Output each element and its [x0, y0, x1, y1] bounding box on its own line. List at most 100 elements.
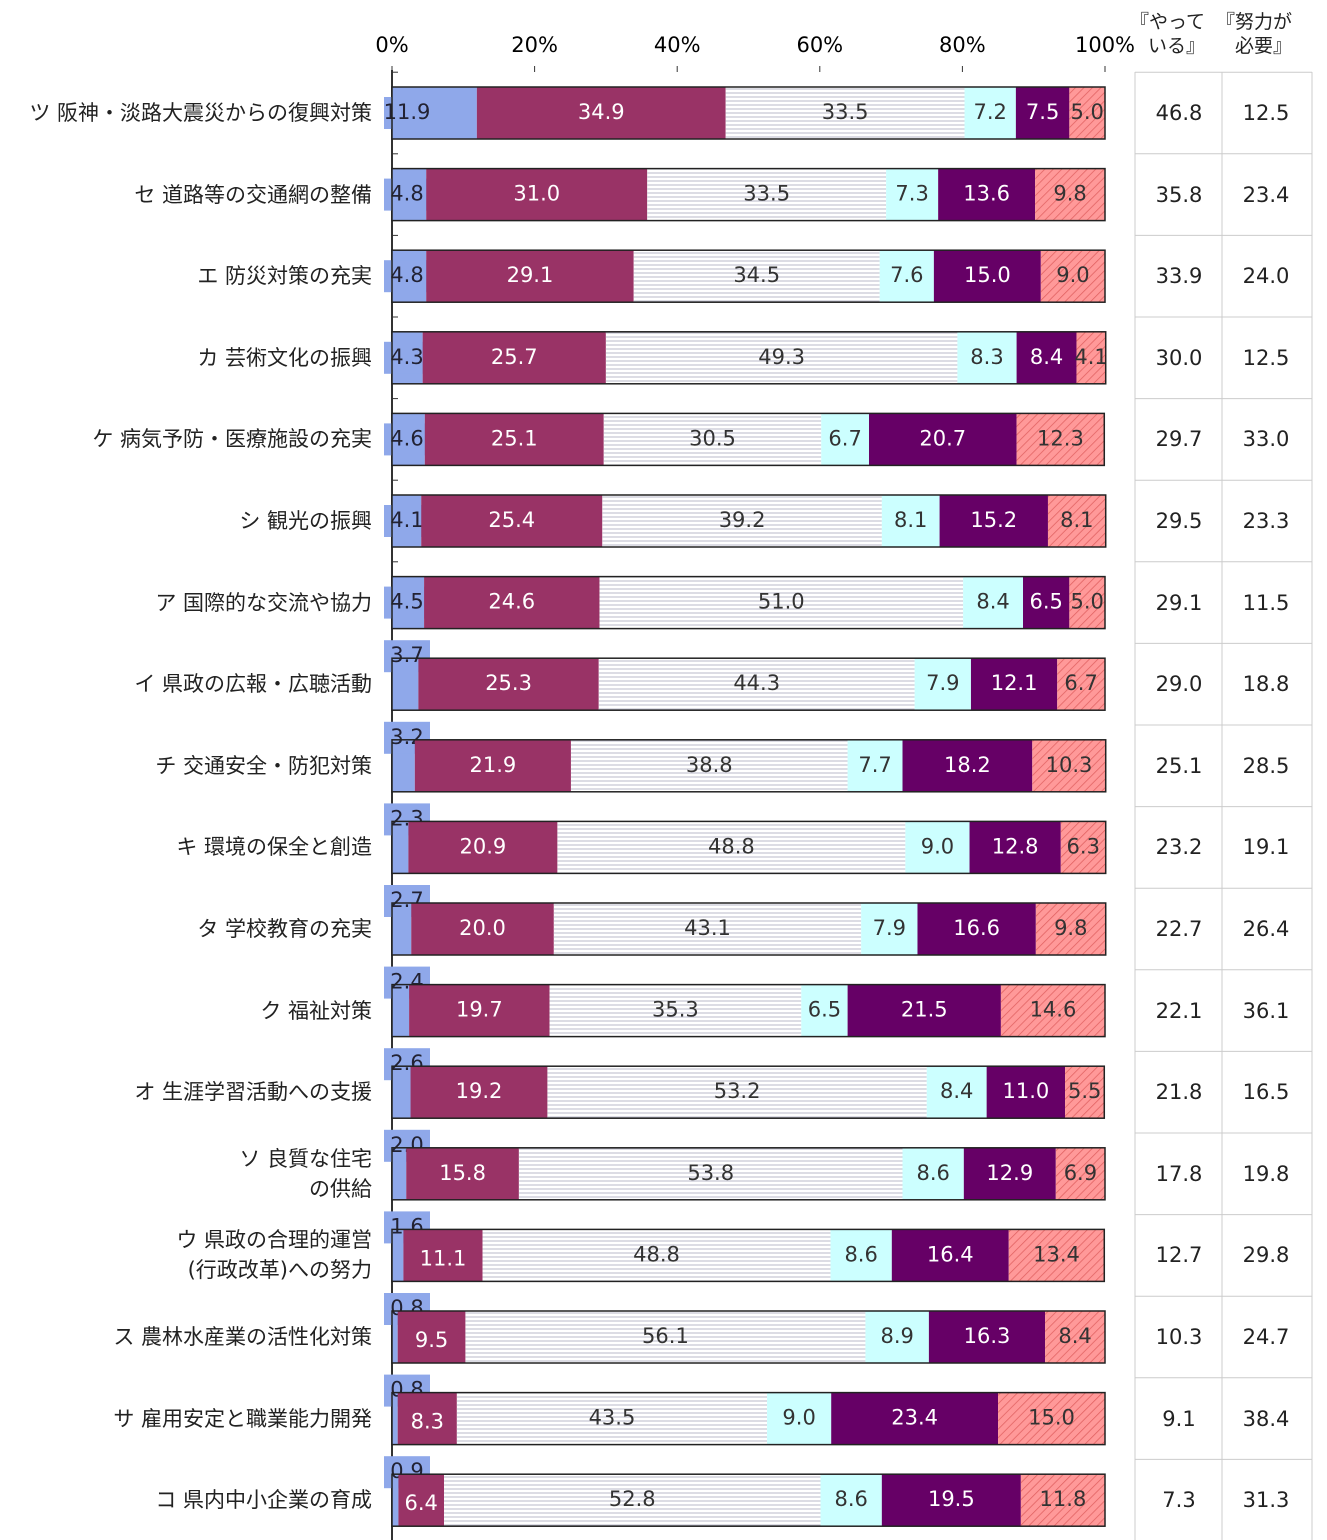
bar-segment: [1016, 331, 1077, 384]
data-label: 48.8: [708, 834, 755, 858]
bar-segment: [879, 250, 934, 303]
data-label: 13.4: [1033, 1242, 1080, 1266]
data-label: 53.2: [714, 1079, 761, 1103]
table-cell: 35.8: [1155, 182, 1203, 207]
data-label: 23.4: [891, 1406, 938, 1430]
data-label: 8.4: [976, 590, 1009, 614]
hatch: [482, 1229, 831, 1282]
data-label: 11.8: [1040, 1487, 1087, 1511]
data-label: 8.4: [1030, 345, 1063, 369]
hatch: [599, 576, 964, 629]
data-label: 8.1: [1060, 508, 1093, 532]
data-label: 3.7: [390, 643, 423, 667]
category-label: カ 芸術文化の振興: [197, 345, 372, 370]
bar-segment: [397, 1392, 457, 1445]
table-cell: 38.4: [1242, 1406, 1290, 1431]
x-tick-label: 100%: [1075, 33, 1135, 57]
bar-segment: [476, 87, 726, 139]
category-label: ツ 阪神・淡路大震災からの復興対策: [29, 101, 372, 125]
data-label: 20.9: [460, 834, 507, 858]
bar-segment: [410, 1066, 548, 1119]
data-label: 10.3: [1046, 753, 1093, 777]
data-label: 15.2: [970, 508, 1017, 532]
bar-segment: [865, 1311, 929, 1363]
table-cell: 12.5: [1242, 101, 1290, 125]
data-label: 19.2: [456, 1079, 503, 1103]
data-label: 16.6: [953, 916, 1000, 940]
hatch: [1035, 903, 1106, 955]
table-cell: 22.1: [1155, 998, 1203, 1023]
bar-segment: [392, 1311, 398, 1363]
bar-segment: [801, 984, 848, 1037]
table-cell: 31.3: [1242, 1488, 1290, 1513]
x-tick-label: 80%: [939, 33, 986, 57]
hatch: [725, 87, 965, 139]
bar-segment: [820, 1474, 882, 1527]
data-label: 8.9: [880, 1324, 913, 1348]
data-label: 11.9: [384, 100, 431, 124]
data-label: 4.5: [390, 590, 423, 614]
bar-segment: [422, 331, 606, 384]
bar-segment: [914, 658, 971, 711]
data-label: 20.0: [459, 916, 506, 940]
bar-segment: [767, 1392, 832, 1445]
table-cell: 18.8: [1242, 672, 1290, 697]
bar-segment: [986, 1066, 1066, 1119]
data-label: 8.6: [844, 1242, 877, 1266]
data-label: 9.0: [782, 1406, 815, 1430]
table-cell: 30.0: [1155, 345, 1203, 370]
bar-segment: [905, 821, 970, 874]
data-label: 15.0: [964, 263, 1011, 287]
data-label: 4.8: [390, 263, 423, 287]
data-label: 7.9: [926, 671, 959, 695]
table-cell: 25.1: [1155, 753, 1203, 778]
bar-outline: [391, 1310, 1106, 1364]
bar-segment: [426, 168, 648, 221]
bar-segment: [902, 1147, 964, 1200]
data-label: 5.0: [1070, 100, 1103, 124]
data-label: 9.0: [1056, 263, 1089, 287]
hatch: [1020, 1474, 1105, 1527]
bar-outline: [391, 983, 1106, 1038]
bar-segment: [392, 1474, 399, 1527]
bar-segment: [902, 739, 1033, 792]
x-tick-label: 20%: [511, 33, 558, 57]
bar-segment: [409, 984, 550, 1037]
bar-outline: [391, 820, 1107, 875]
hatch: [557, 821, 906, 874]
hatch: [1008, 1229, 1105, 1282]
data-label: 31.0: [513, 182, 560, 206]
bar-segment: [821, 413, 869, 466]
bar-segment: [847, 739, 903, 792]
data-label: 8.6: [916, 1161, 949, 1185]
bar-segment: [964, 87, 1016, 139]
category-label: サ 雇用安定と職業能力開発: [113, 1406, 372, 1431]
data-label: 21.9: [470, 753, 517, 777]
data-label: 12.1: [991, 671, 1038, 695]
x-tick-label: 0%: [375, 33, 408, 57]
table-cell: 29.8: [1242, 1243, 1290, 1268]
table-cell: 19.1: [1242, 835, 1290, 860]
data-label: 5.0: [1070, 590, 1103, 614]
bar-outline: [391, 575, 1106, 630]
hatch: [1040, 250, 1105, 303]
bar-segment: [424, 413, 604, 466]
category-label: コ 県内中小企業の育成: [155, 1488, 372, 1513]
hatch: [1069, 576, 1105, 629]
table-cell: 19.8: [1242, 1161, 1290, 1186]
table-cell: 16.5: [1242, 1080, 1290, 1105]
bar-segment: [917, 903, 1036, 955]
data-label: 4.3: [390, 345, 423, 369]
bar-outline: [391, 739, 1107, 793]
data-label: 21.5: [901, 998, 948, 1022]
category-label: セ 道路等の交通網の整備: [134, 182, 372, 207]
hatch: [998, 1392, 1105, 1445]
bar-outline: [391, 494, 1107, 548]
category-label: ス 農林水産業の活性化対策: [113, 1325, 372, 1349]
data-label: 8.3: [411, 1410, 444, 1434]
table-cell: 17.8: [1155, 1161, 1203, 1186]
data-label: 48.8: [633, 1242, 680, 1266]
bar-segment: [414, 739, 571, 792]
data-label: 6.5: [1029, 590, 1062, 614]
